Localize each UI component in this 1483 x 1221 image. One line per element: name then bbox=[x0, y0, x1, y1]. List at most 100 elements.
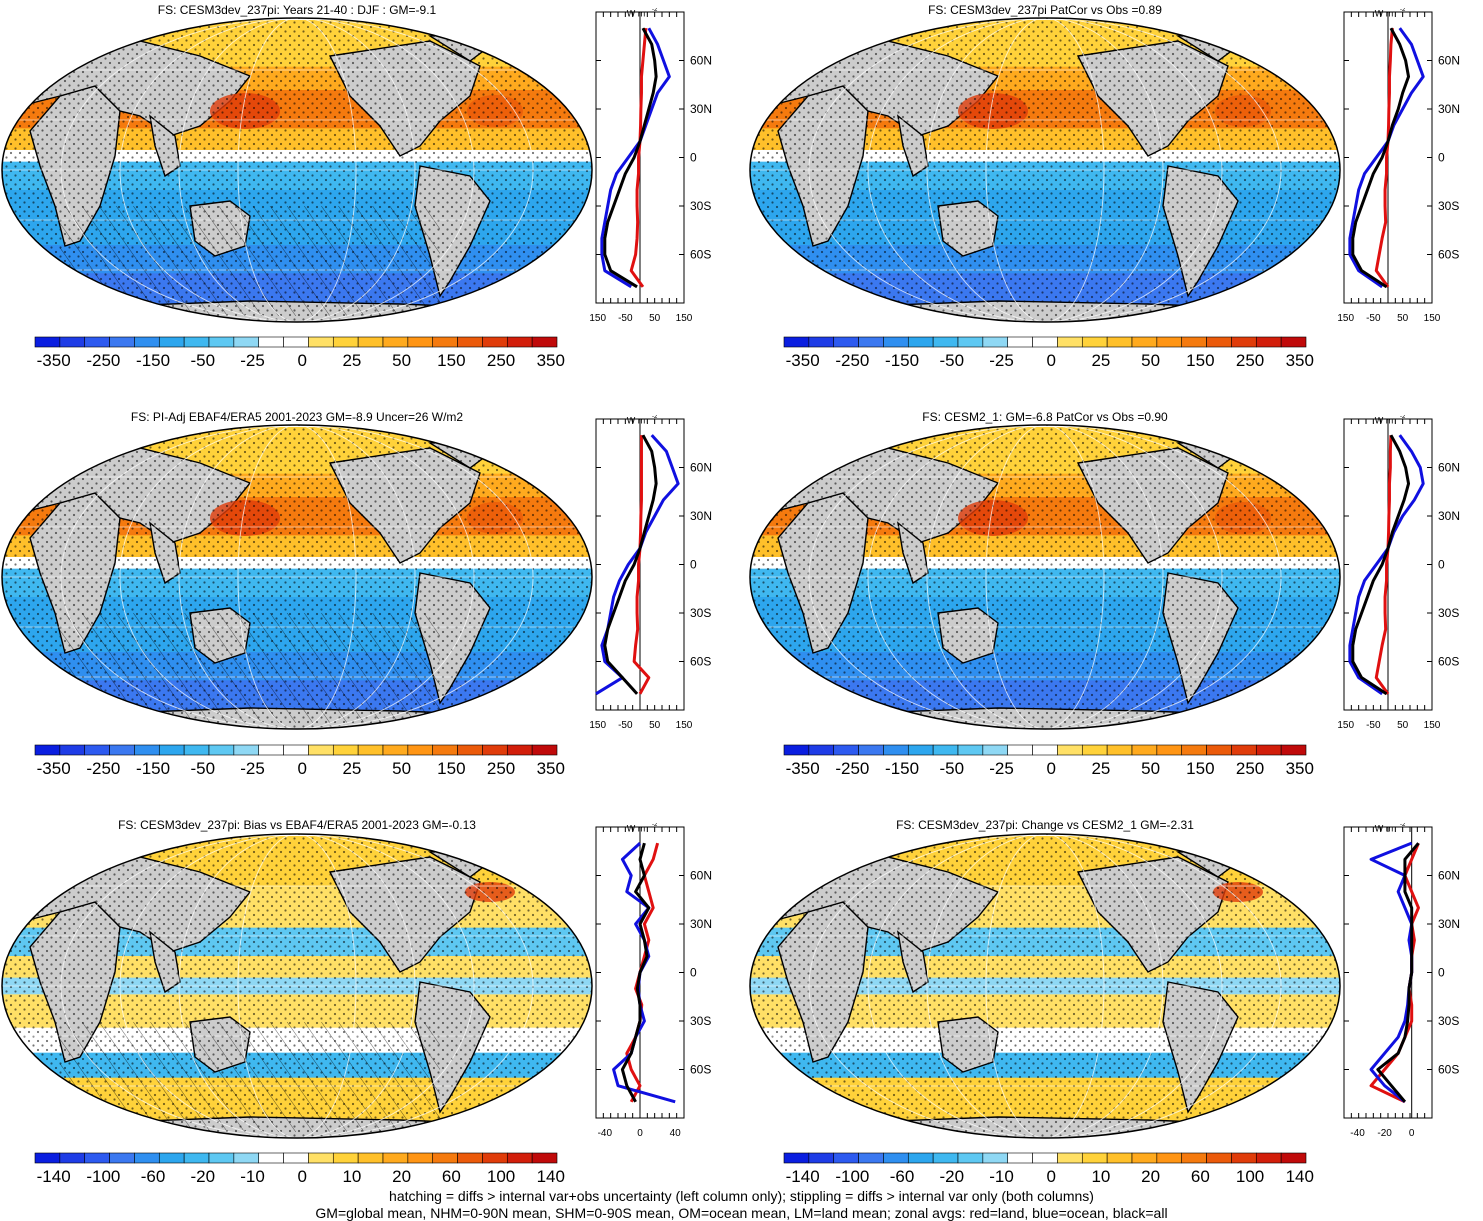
zonal-x-tick-label: 150 bbox=[1424, 720, 1441, 731]
colorbar-swatch bbox=[1231, 1152, 1257, 1164]
colorbar-swatch bbox=[907, 744, 934, 756]
zonal-unit-superscript: -2 bbox=[1400, 8, 1406, 13]
zonal-unit-label: W m bbox=[627, 823, 646, 833]
zonal-lat-label: 0 bbox=[690, 151, 697, 165]
colorbar-label: 250 bbox=[486, 759, 516, 778]
colorbar-swatch bbox=[1081, 744, 1108, 756]
zonal-line-ocean bbox=[595, 434, 680, 696]
colorbar-label: -250 bbox=[86, 759, 121, 778]
zonal-lat-label: 30S bbox=[690, 1014, 711, 1028]
colorbar-swatch bbox=[432, 1152, 458, 1164]
zonal-lat-label: 60S bbox=[690, 655, 711, 669]
colorbar-swatch bbox=[432, 336, 458, 348]
colorbar-label: -140 bbox=[785, 1167, 820, 1186]
zonal-lat-label: 0 bbox=[690, 966, 697, 980]
colorbar-swatch bbox=[1032, 336, 1058, 348]
zonal-x-tick-label: 40 bbox=[670, 1128, 682, 1139]
colorbar-label: -140 bbox=[36, 1167, 71, 1186]
colorbar-swatch bbox=[34, 744, 61, 756]
zonal-x-tick-label: 150 bbox=[1424, 313, 1441, 324]
zonal-unit-superscript: -2 bbox=[652, 823, 658, 828]
colorbar-label: -20 bbox=[190, 1167, 216, 1186]
colorbar-swatch bbox=[34, 1152, 61, 1164]
zonal-x-tick-label: 50 bbox=[1397, 313, 1409, 324]
colorbar-swatch bbox=[833, 744, 859, 756]
colorbar-swatch bbox=[283, 744, 309, 756]
zonal-lat-label: 30S bbox=[1438, 199, 1459, 213]
zonal-x-tick-label: -50 bbox=[618, 313, 633, 324]
colorbar-swatch bbox=[407, 336, 434, 348]
zonal-x-tick-label: 50 bbox=[1397, 720, 1409, 731]
zonal-lat-label: 60N bbox=[1438, 461, 1460, 475]
colorbar-swatch bbox=[482, 1152, 508, 1164]
colorbar-swatch bbox=[59, 744, 86, 756]
colorbar-label: -50 bbox=[190, 759, 216, 778]
colorbar-label: -20 bbox=[939, 1167, 965, 1186]
colorbar-label: 50 bbox=[392, 759, 412, 778]
colorbar-swatch bbox=[208, 336, 235, 348]
zonal-line-land bbox=[1374, 28, 1394, 288]
colorbar-swatch bbox=[907, 1152, 934, 1164]
panel-title: FS: PI-Adj EBAF4/ERA5 2001-2023 GM=-8.9 … bbox=[130, 410, 464, 424]
zonal-mean-plot: W m -2 60N 30N 0 30S 60S -150 -50 50 150 bbox=[590, 8, 712, 324]
colorbar-label: -50 bbox=[939, 351, 965, 370]
colorbar-label: 60 bbox=[441, 1167, 461, 1186]
colorbar-swatch bbox=[1057, 744, 1083, 756]
colorbar-swatch bbox=[1156, 1152, 1183, 1164]
zonal-unit-label: W m bbox=[627, 415, 646, 425]
zonal-line-land bbox=[629, 28, 648, 288]
colorbar-label: -350 bbox=[785, 759, 820, 778]
zonal-line-ocean bbox=[1348, 434, 1425, 696]
colorbar-swatch bbox=[258, 336, 284, 348]
zonal-x-tick-label: -50 bbox=[1366, 720, 1381, 731]
robinson-map bbox=[1, 424, 593, 730]
zonal-mean-plot: W m -2 60N 30N 0 30S 60S -150 -50 50 150 bbox=[1338, 8, 1460, 324]
zonal-unit-label: W m bbox=[627, 8, 646, 18]
colorbar-swatch bbox=[1007, 744, 1033, 756]
colorbar-swatch bbox=[932, 744, 959, 756]
colorbar-label: -25 bbox=[989, 351, 1014, 370]
colorbar-label: 60 bbox=[1190, 1167, 1210, 1186]
colorbar-swatch bbox=[158, 744, 185, 756]
colorbar-swatch bbox=[1032, 1152, 1058, 1164]
colorbar-swatch bbox=[1280, 744, 1307, 756]
colorbar-label: 25 bbox=[1091, 759, 1111, 778]
zonal-x-tick-label: -50 bbox=[618, 720, 633, 731]
colorbar-label: -150 bbox=[136, 351, 171, 370]
zonal-lat-label: 0 bbox=[1438, 151, 1445, 165]
map-field bbox=[750, 18, 1340, 322]
colorbar-label: -100 bbox=[86, 1167, 121, 1186]
colorbar-label: 350 bbox=[1285, 759, 1314, 778]
robinson-map bbox=[1, 833, 593, 1139]
colorbar-label: -150 bbox=[136, 759, 171, 778]
colorbar-swatch bbox=[382, 336, 409, 348]
colorbar-label: -250 bbox=[835, 759, 870, 778]
colorbar-swatch bbox=[1081, 1152, 1108, 1164]
colorbar-label: 140 bbox=[536, 1167, 565, 1186]
colorbar-swatch bbox=[1255, 1152, 1282, 1164]
colorbar-swatch bbox=[1280, 336, 1307, 348]
zonal-lat-label: 30N bbox=[1438, 102, 1460, 116]
zonal-unit-superscript: -2 bbox=[1400, 415, 1406, 420]
colorbar-swatch bbox=[457, 1152, 483, 1164]
colorbar-swatch bbox=[982, 1152, 1009, 1164]
colorbar-label: -10 bbox=[989, 1167, 1014, 1186]
colorbar-swatch bbox=[1231, 744, 1257, 756]
zonal-lat-label: 60N bbox=[1438, 869, 1460, 883]
colorbar-swatch bbox=[482, 336, 508, 348]
zonal-lat-label: 60N bbox=[1438, 54, 1460, 68]
colorbar-label: 50 bbox=[1141, 351, 1161, 370]
colorbar-swatch bbox=[1280, 1152, 1307, 1164]
colorbar-swatch bbox=[84, 744, 110, 756]
colorbar-swatch bbox=[357, 336, 384, 348]
colorbar-swatch bbox=[1081, 336, 1108, 348]
colorbar-label: -350 bbox=[36, 351, 71, 370]
colorbar-swatch bbox=[833, 336, 859, 348]
colorbar-label: 20 bbox=[392, 1167, 412, 1186]
zonal-unit-superscript: -2 bbox=[1400, 823, 1406, 828]
colorbar-swatch bbox=[258, 744, 284, 756]
zonal-line-all bbox=[620, 842, 651, 1103]
colorbar-swatch bbox=[783, 1152, 810, 1164]
footer-line-1: hatching = diffs > internal var+obs unce… bbox=[389, 1188, 1094, 1204]
zonal-lat-label: 0 bbox=[1438, 558, 1445, 572]
